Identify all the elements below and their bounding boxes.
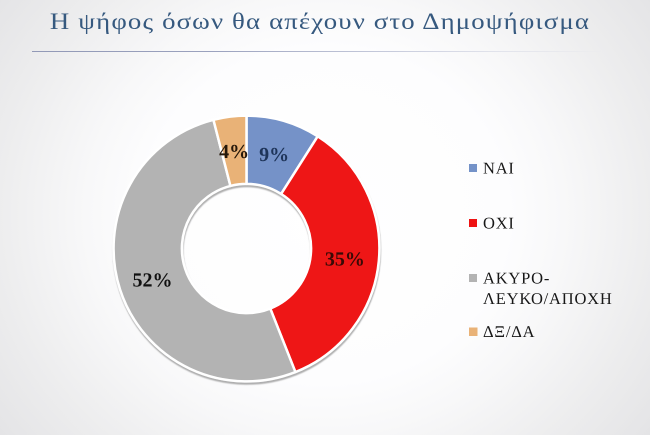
svg-text:35%: 35%: [325, 248, 365, 270]
svg-text:52%: 52%: [133, 270, 173, 292]
svg-text:ΟΧΙ: ΟΧΙ: [483, 214, 515, 233]
svg-text:ΑΚΥΡΟ-: ΑΚΥΡΟ-: [483, 269, 550, 288]
svg-text:ΝΑΙ: ΝΑΙ: [483, 159, 515, 178]
svg-text:ΔΞ/ΔΑ: ΔΞ/ΔΑ: [483, 322, 535, 341]
svg-text:4%: 4%: [219, 141, 249, 163]
svg-text:9%: 9%: [259, 144, 289, 166]
svg-text:ΛΕΥΚΟ/ΑΠΟΧΗ: ΛΕΥΚΟ/ΑΠΟΧΗ: [483, 289, 613, 308]
